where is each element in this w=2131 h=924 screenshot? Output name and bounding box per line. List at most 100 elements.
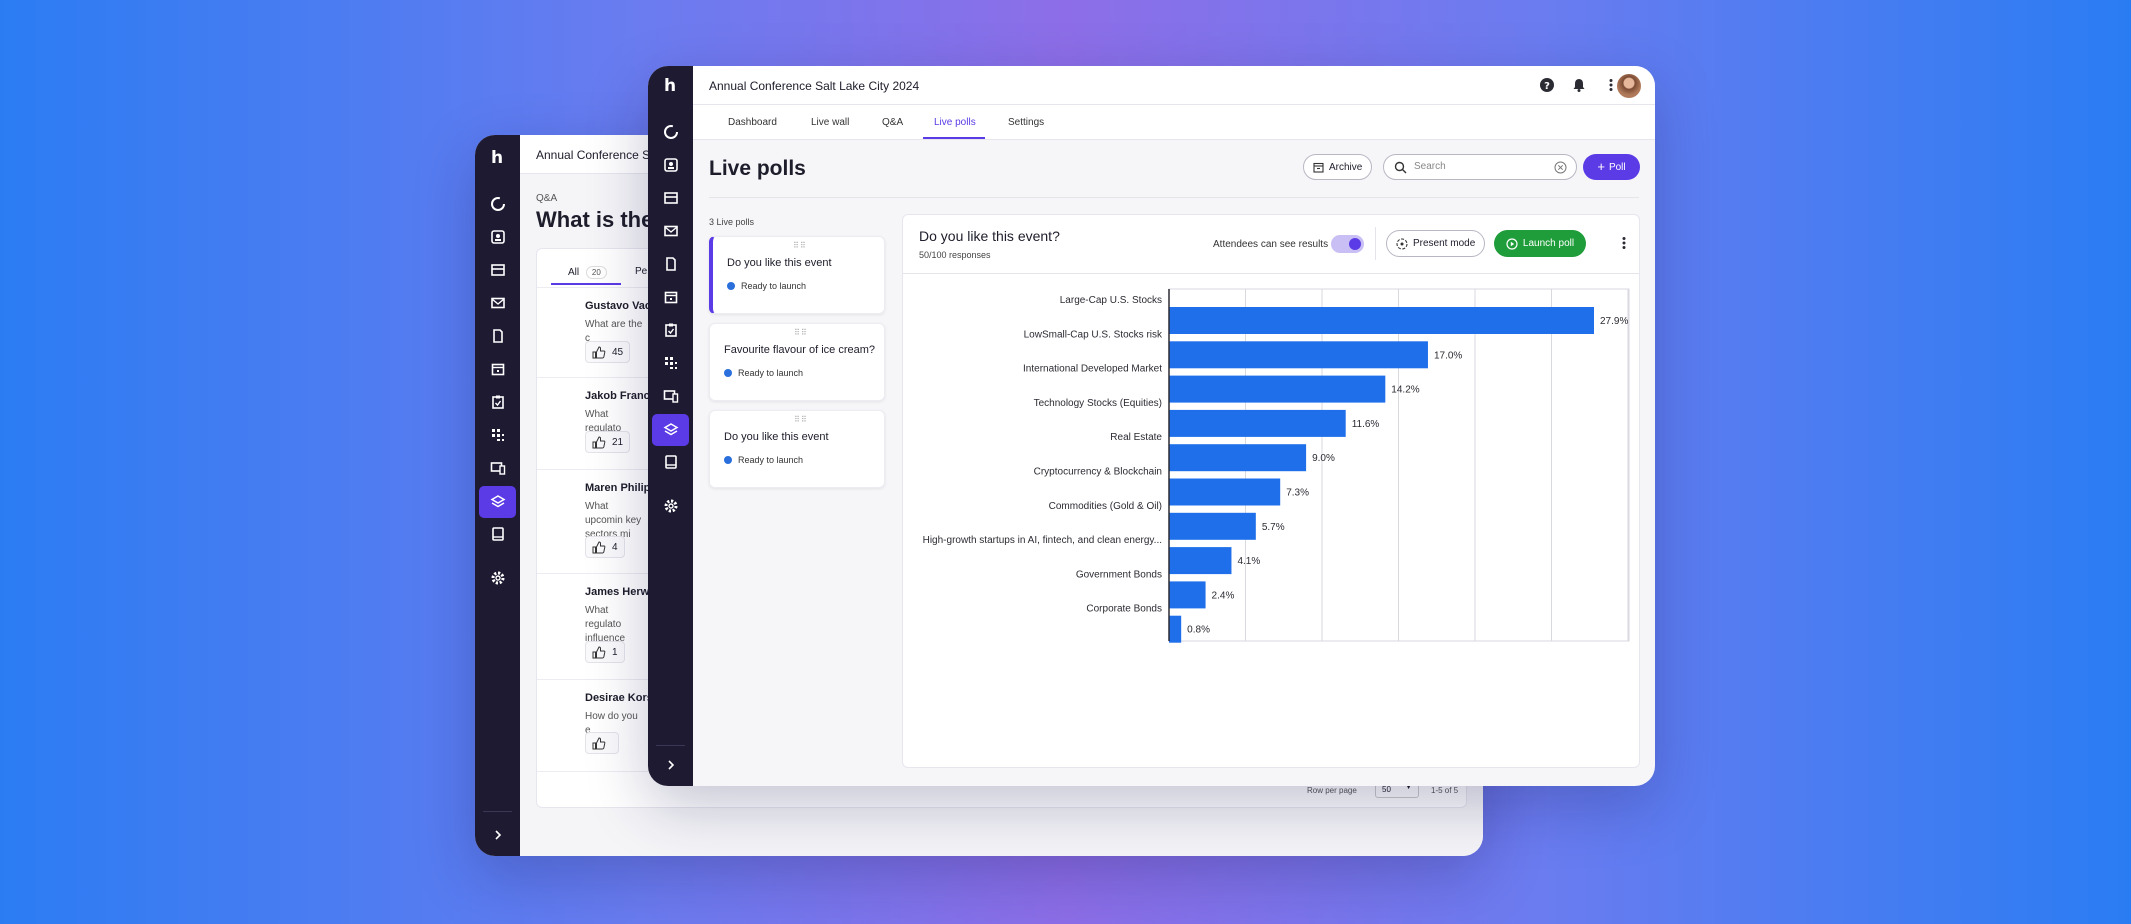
layout-icon[interactable] [486,258,509,281]
settings-gear-icon[interactable] [659,494,682,517]
mail-icon[interactable] [659,219,682,242]
archive-icon [1313,162,1324,173]
value-label: 11.6% [1352,419,1380,430]
devices-icon[interactable] [486,456,509,479]
poll-card[interactable]: ⠿⠿ Do you like this event Ready to launc… [709,410,885,488]
like-count: 1 [612,646,618,658]
poll-card[interactable]: ⠿⠿ Favourite flavour of ice cream? Ready… [709,323,885,401]
notification-bell-icon[interactable] [1571,77,1587,93]
clear-search-icon[interactable] [1554,161,1567,174]
drag-handle-icon[interactable]: ⠿⠿ [794,328,808,337]
attendees-results-label: Attendees can see results [1213,239,1329,250]
like-button[interactable]: 45 [585,341,631,363]
dashboard-icon[interactable] [659,120,682,143]
bar[interactable] [1169,512,1256,540]
status-dot-icon [727,282,735,290]
bar[interactable] [1169,581,1206,609]
expand-chevron-icon[interactable] [659,753,682,776]
thumbs-up-icon [592,345,606,359]
category-label: International Developed Market [1023,364,1162,375]
contacts-icon[interactable] [659,153,682,176]
expand-chevron-icon[interactable] [486,823,509,846]
document-icon[interactable] [659,252,682,275]
drag-handle-icon[interactable]: ⠿⠿ [793,241,807,250]
settings-gear-icon[interactable] [486,566,509,589]
value-label: 9.0% [1312,453,1335,464]
archive-button[interactable]: Archive [1303,154,1373,180]
bar[interactable] [1169,375,1386,403]
more-vertical-icon[interactable] [1616,235,1632,251]
like-count: 4 [612,541,618,553]
question-author: James Herw [585,586,650,598]
thumbs-up-icon [592,736,606,750]
drag-handle-icon[interactable]: ⠿⠿ [794,415,808,424]
pagination-range: 1-5 of 5 [1431,786,1459,795]
apps-icon[interactable] [486,423,509,446]
layout-icon[interactable] [659,186,682,209]
new-poll-button[interactable]: + Poll [1583,154,1640,180]
value-label: 27.9% [1600,316,1628,327]
contacts-icon[interactable] [486,225,509,248]
tab-pending[interactable]: Pe [635,266,648,277]
search-input[interactable] [1414,161,1544,172]
rail-divider [656,745,685,746]
category-label: LowSmall-Cap U.S. Stocks risk [1024,329,1163,340]
like-button[interactable] [585,732,619,754]
devices-icon[interactable] [659,384,682,407]
tablet-icon[interactable] [659,450,682,473]
category-label: Technology Stocks (Equities) [1034,398,1162,409]
tab-live-polls[interactable]: Live polls [934,117,976,128]
side-rail: h [475,135,520,856]
live-polls-icon[interactable] [652,414,689,446]
avatar[interactable] [1617,74,1641,98]
like-button[interactable]: 21 [585,431,631,453]
poll-card-title: Do you like this event [727,257,832,269]
clipboard-icon[interactable] [486,390,509,413]
category-label: Real Estate [1110,432,1162,443]
toolbar-divider [1375,227,1376,260]
like-button[interactable]: 4 [585,536,625,558]
like-button[interactable]: 1 [585,641,625,663]
attendees-results-toggle[interactable] [1331,235,1364,253]
launch-poll-button[interactable]: Launch poll [1494,230,1586,257]
help-icon[interactable]: ? [1539,77,1555,93]
question-author: Maren Philip [585,482,651,494]
present-mode-button[interactable]: Present mode [1386,230,1486,257]
poll-card[interactable]: ⠿⠿ Do you like this event Ready to launc… [709,236,885,314]
bar[interactable] [1169,478,1281,506]
tablet-icon[interactable] [486,522,509,545]
calendar-icon[interactable] [659,285,682,308]
bar[interactable] [1169,444,1307,472]
nav-tabs: Dashboard Live wall Q&A Live polls Setti… [693,105,1655,140]
tab-all[interactable]: All 20 [568,266,607,279]
svg-text:?: ? [1544,81,1550,92]
question-text: What upcomin key sectors mi [585,501,642,540]
category-label: Large-Cap U.S. Stocks [1060,295,1162,306]
more-vertical-icon[interactable] [1603,77,1619,93]
bar[interactable] [1169,615,1182,643]
plus-icon: + [1597,159,1605,174]
question-text: What regulato [585,409,622,434]
document-icon[interactable] [486,324,509,347]
clipboard-icon[interactable] [659,318,682,341]
bar[interactable] [1169,341,1428,369]
poll-status: Ready to launch [724,455,803,465]
bar[interactable] [1169,307,1594,334]
tab-qa[interactable]: Q&A [882,117,904,128]
tab-count-badge: 20 [585,266,607,279]
category-label: Cryptocurrency & Blockchain [1034,467,1162,478]
tab-dashboard[interactable]: Dashboard [728,117,777,128]
live-polls-icon[interactable] [479,486,516,518]
bar[interactable] [1169,409,1346,437]
bar[interactable] [1169,547,1232,575]
tab-settings[interactable]: Settings [1008,117,1045,128]
apps-icon[interactable] [659,351,682,374]
value-label: 5.7% [1262,522,1285,533]
page-title: What is the [536,207,654,232]
chevron-down-icon: ▼ [1405,784,1412,791]
calendar-icon[interactable] [486,357,509,380]
tab-live-wall[interactable]: Live wall [811,117,850,128]
panel-divider [903,273,1639,274]
mail-icon[interactable] [486,291,509,314]
dashboard-icon[interactable] [486,192,509,215]
